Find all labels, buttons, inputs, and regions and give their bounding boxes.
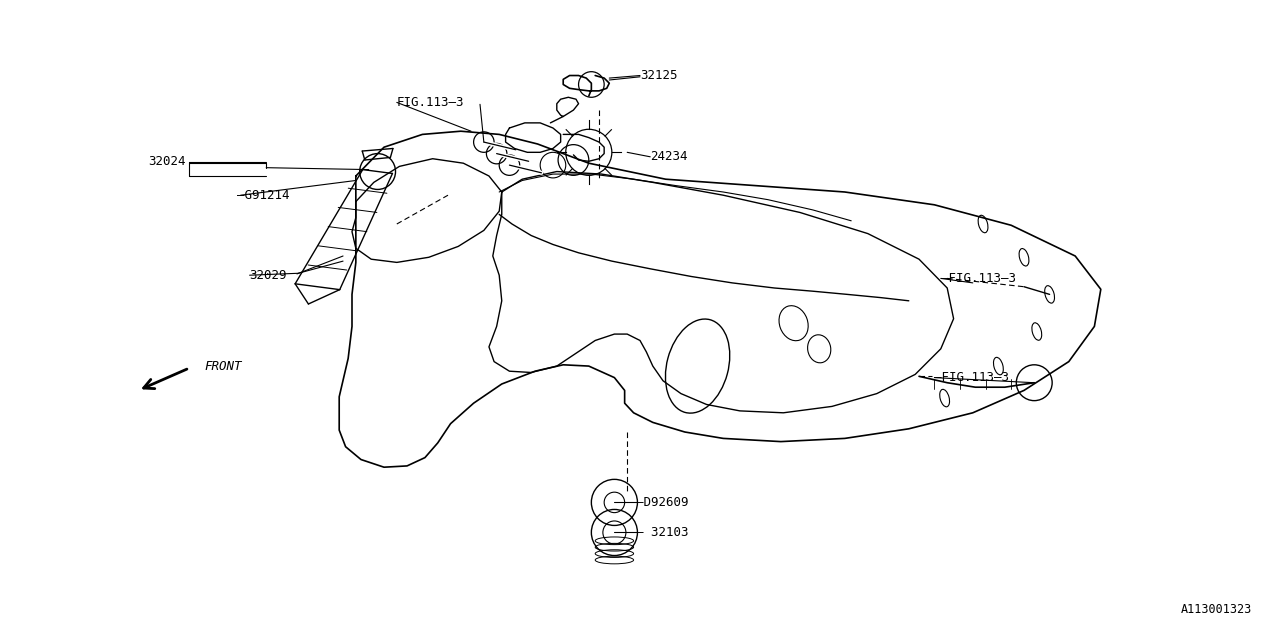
Text: —FIG.113–3: —FIG.113–3: [941, 272, 1016, 285]
Text: 24234: 24234: [650, 150, 687, 163]
Text: A113001323: A113001323: [1180, 603, 1252, 616]
Text: — 32103: — 32103: [636, 526, 689, 539]
Text: FRONT: FRONT: [205, 360, 242, 372]
Text: —G91214: —G91214: [237, 189, 289, 202]
Text: 32125: 32125: [640, 69, 677, 82]
Text: 32024: 32024: [148, 156, 186, 168]
Text: 32029: 32029: [250, 269, 287, 282]
Text: —D92609: —D92609: [636, 496, 689, 509]
Text: —FIG.113–3: —FIG.113–3: [934, 371, 1010, 384]
Text: FIG.113–3: FIG.113–3: [397, 96, 465, 109]
